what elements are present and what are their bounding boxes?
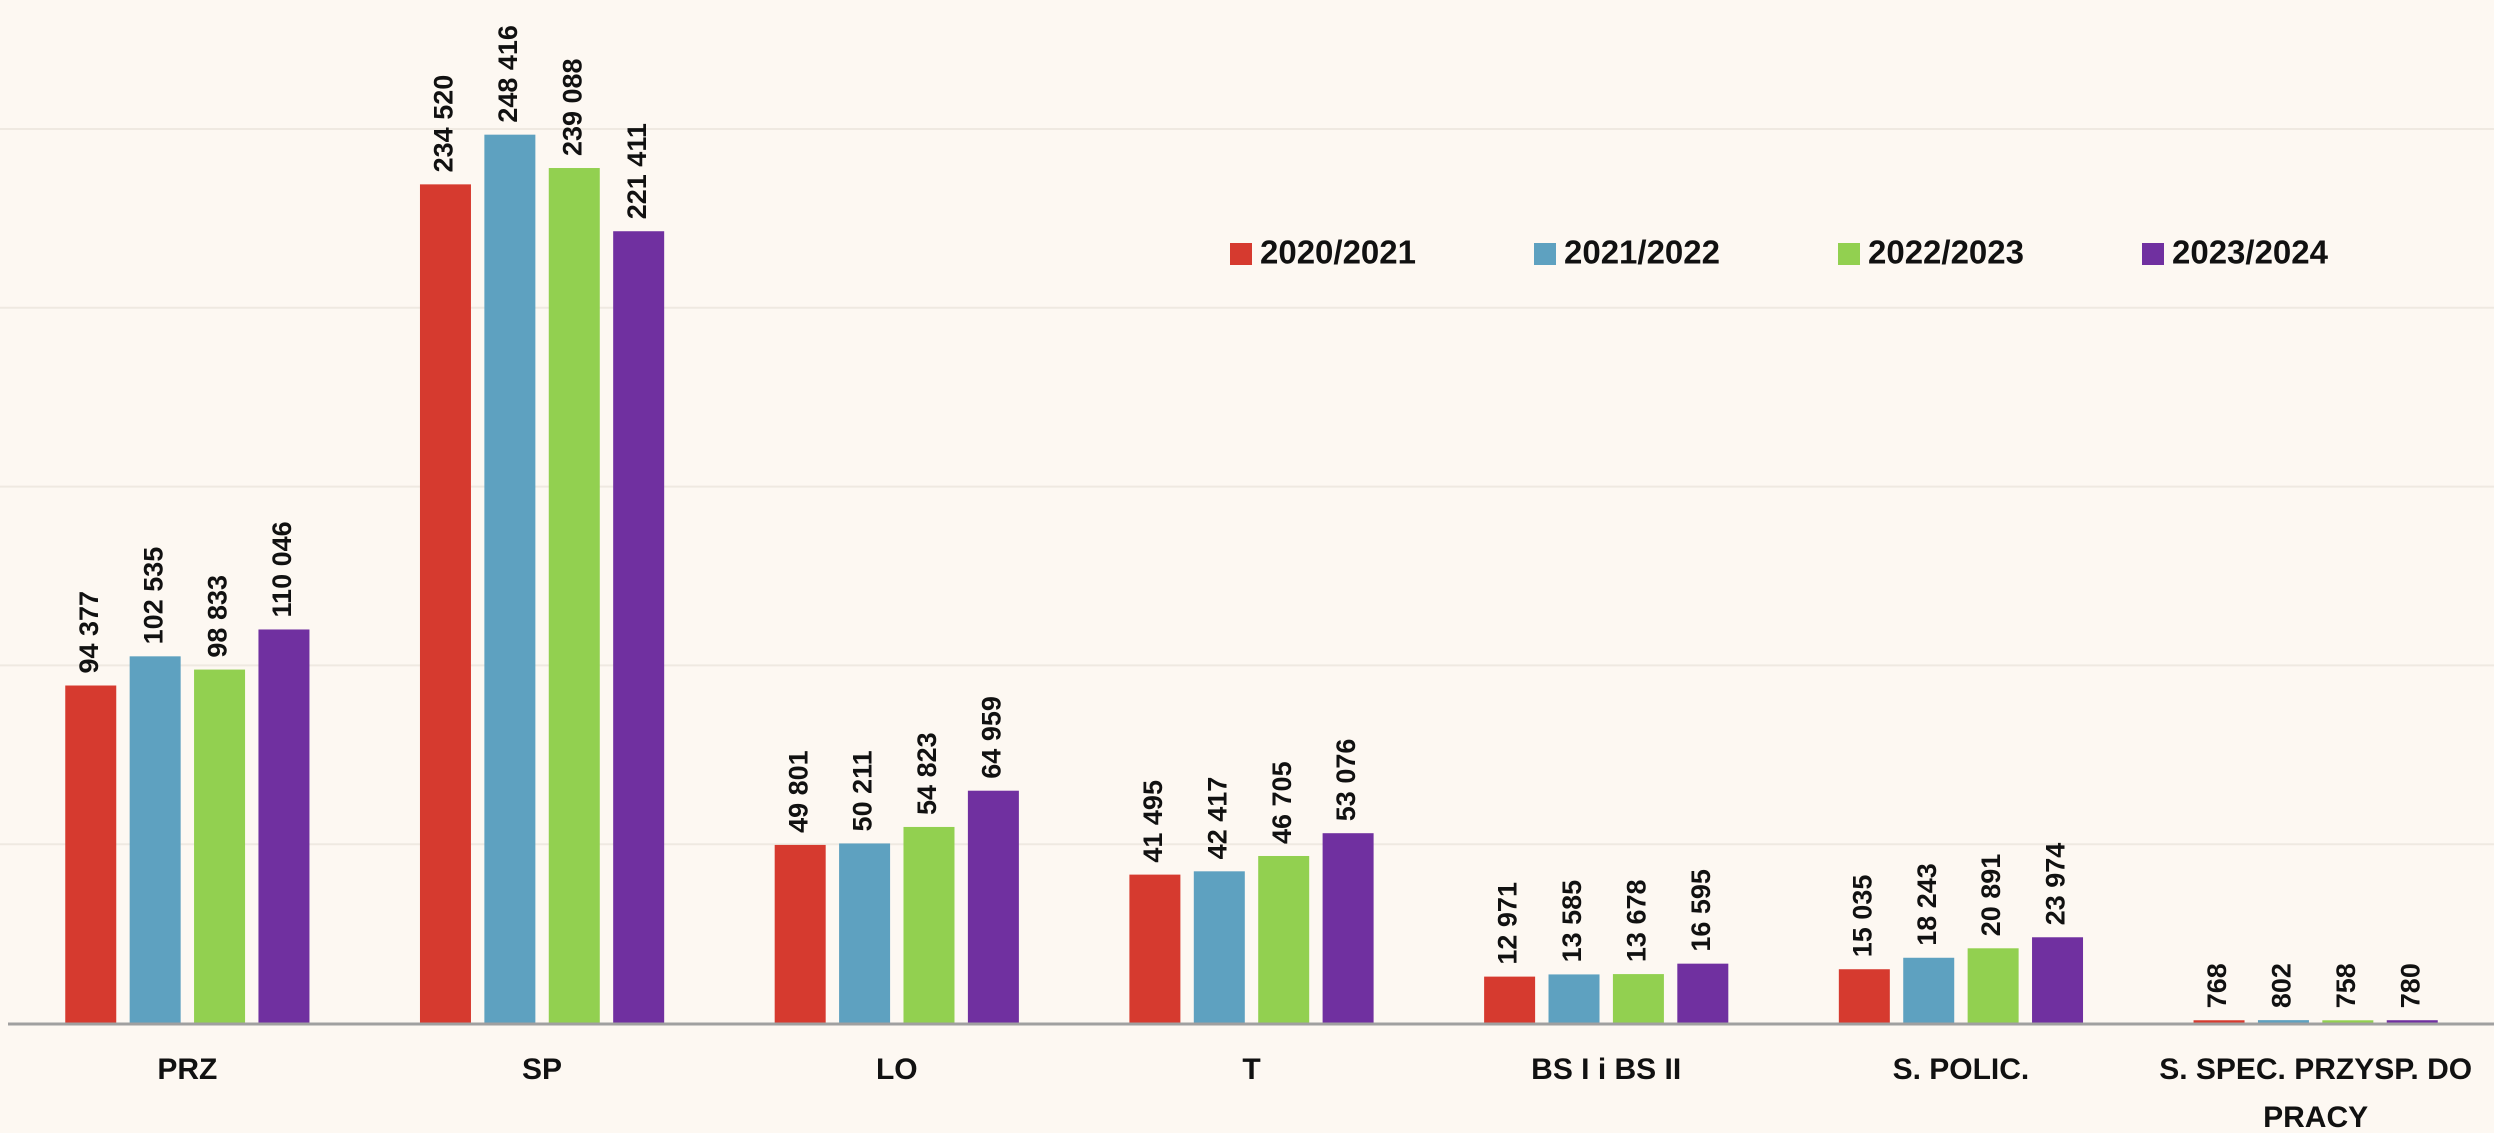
x-tick-label-box: S. SPEC. PRZYSP. DO PRACY	[2159, 1053, 2473, 1133]
value-label: 41 495	[1138, 780, 1168, 863]
bar	[2386, 1020, 2438, 1023]
bar	[129, 656, 181, 1023]
value-label: 50 211	[848, 750, 878, 831]
value-label: 12 971	[1493, 882, 1523, 965]
x-tick-label-box: PRZ	[157, 1053, 218, 1086]
bar	[1193, 871, 1245, 1023]
bar	[1548, 974, 1600, 1023]
value-label: 53 076	[1331, 739, 1361, 822]
x-tick-label: PRZ	[157, 1053, 218, 1086]
bar	[1677, 963, 1729, 1023]
value-label: 248 416	[493, 25, 523, 123]
bar	[194, 669, 246, 1023]
x-tick-label: T	[1242, 1053, 1261, 1086]
value-label: 49 801	[783, 750, 813, 833]
value-label: 234 520	[429, 75, 459, 173]
bar	[774, 844, 826, 1023]
bar	[2193, 1020, 2245, 1023]
bar	[1838, 969, 1890, 1023]
value-label: 20 891	[1976, 854, 2006, 937]
bar	[903, 826, 955, 1023]
x-tick-label: S. POLIC.	[1892, 1053, 2030, 1086]
value-label: 23 974	[2041, 843, 2071, 926]
legend-swatch	[1534, 243, 1556, 265]
value-label: 13 585	[1557, 880, 1587, 963]
value-label: 758	[2331, 963, 2361, 1008]
legend-swatch	[1838, 243, 1860, 265]
bar	[1967, 948, 2019, 1023]
value-label: 46 705	[1267, 761, 1297, 844]
bar	[1484, 976, 1536, 1023]
x-tick-label-box: BS I i BS II	[1531, 1053, 1682, 1086]
x-tick-label: S. SPEC. PRZYSP. DO PRACY	[2159, 1053, 2473, 1133]
x-tick-label: SP	[522, 1053, 563, 1086]
value-label: 13 678	[1622, 879, 1652, 962]
legend-label: 2023/2024	[2172, 234, 2329, 271]
value-label: 110 046	[267, 521, 297, 617]
bar	[258, 629, 310, 1023]
value-label: 94 377	[74, 591, 104, 674]
x-tick-label-box: S. POLIC.	[1892, 1053, 2030, 1086]
bar	[419, 184, 471, 1024]
value-label: 239 088	[557, 58, 587, 156]
value-label: 98 833	[203, 575, 233, 658]
value-label: 102 535	[138, 547, 168, 645]
bar	[2322, 1020, 2374, 1023]
bar	[1903, 957, 1955, 1023]
bar	[65, 685, 117, 1023]
value-label: 16 595	[1686, 869, 1716, 952]
legend-swatch	[2142, 243, 2164, 265]
value-label: 18 243	[1912, 863, 1942, 946]
x-tick-label-box: SP	[522, 1053, 563, 1086]
bar	[839, 843, 891, 1023]
legend-swatch	[1230, 243, 1252, 265]
bar	[613, 231, 665, 1024]
value-label: 780	[2395, 963, 2425, 1008]
x-tick-label: BS I i BS II	[1531, 1053, 1682, 1086]
bar	[484, 134, 536, 1024]
bar	[1612, 974, 1664, 1023]
value-label: 802	[2267, 963, 2297, 1008]
x-tick-label: LO	[875, 1053, 918, 1086]
value-label: 221 411	[622, 123, 652, 219]
value-label: 42 417	[1202, 777, 1232, 860]
legend-label: 2020/2021	[1260, 234, 1416, 271]
bar	[1322, 833, 1374, 1023]
bar	[548, 168, 600, 1024]
bar	[967, 790, 1019, 1023]
bar	[1258, 855, 1310, 1023]
legend-label: 2022/2023	[1868, 234, 2024, 271]
value-label: 54 823	[912, 732, 942, 815]
value-label: 15 035	[1847, 875, 1877, 958]
x-tick-label-box: LO	[875, 1053, 918, 1086]
x-tick-label-box: T	[1242, 1053, 1261, 1086]
value-label: 768	[2202, 963, 2232, 1008]
legend-label: 2021/2022	[1564, 234, 1720, 271]
bar	[1129, 874, 1181, 1023]
bar	[2257, 1020, 2309, 1023]
value-label: 64 959	[977, 696, 1007, 779]
bar	[2032, 937, 2084, 1023]
